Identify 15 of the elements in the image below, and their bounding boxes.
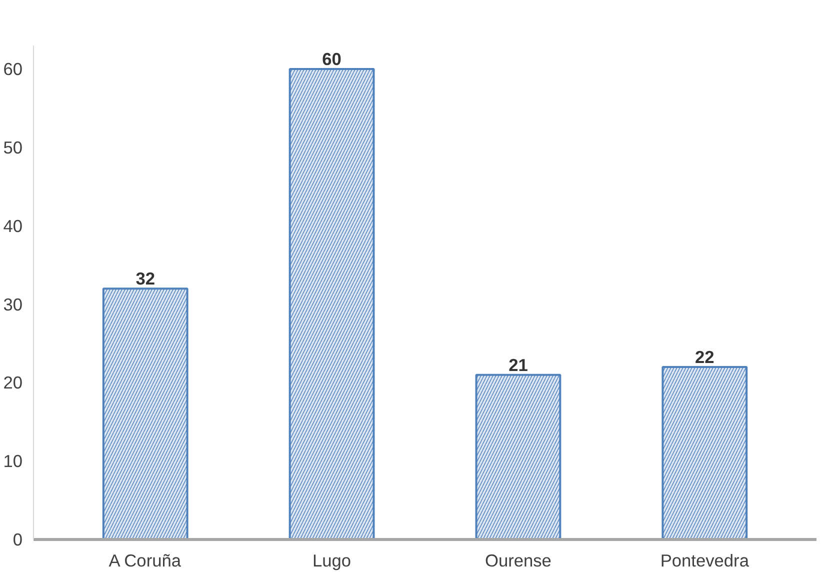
data-label: 32 bbox=[136, 268, 155, 289]
y-tick-label: 30 bbox=[3, 294, 23, 314]
y-tick-label: 50 bbox=[3, 137, 23, 158]
x-tick-label: Lugo bbox=[312, 550, 352, 570]
y-tick-label: 40 bbox=[3, 216, 23, 236]
data-label: 22 bbox=[695, 346, 714, 367]
x-tick-label: Pontevedra bbox=[660, 550, 750, 570]
y-tick-label: 0 bbox=[12, 530, 23, 550]
y-tick-label: 10 bbox=[3, 451, 23, 472]
data-label: 60 bbox=[322, 49, 342, 70]
y-tick-label: 20 bbox=[3, 372, 23, 393]
data-label: 21 bbox=[508, 354, 528, 375]
x-tick-label: A Coruña bbox=[108, 550, 182, 570]
x-tick-label: Ourense bbox=[484, 550, 552, 570]
y-tick-label: 60 bbox=[3, 59, 23, 80]
